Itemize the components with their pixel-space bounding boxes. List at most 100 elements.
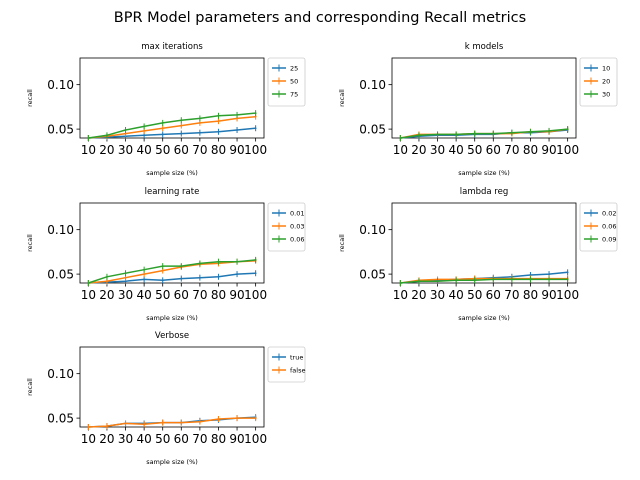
legend: 0.02 0.06 0.09: [579, 202, 618, 252]
legend-label: 50: [290, 78, 298, 86]
data-point: [198, 420, 201, 423]
data-point: [254, 127, 257, 130]
series-line: [88, 112, 256, 139]
x-tick-label: 50: [467, 143, 482, 157]
data-point: [236, 417, 238, 420]
data-point: [492, 132, 495, 135]
data-point: [143, 268, 146, 271]
x-tick-label: 60: [174, 143, 189, 157]
x-tick-label: 50: [155, 432, 170, 446]
data-point: [143, 129, 146, 132]
legend-label: false: [290, 367, 305, 375]
y-tick-label: 0.10: [47, 367, 74, 381]
x-tick-label: 70: [504, 288, 519, 302]
series-75: [87, 110, 257, 141]
y-axis-label: recall: [26, 89, 34, 107]
subplot-4: lambda reg 10 20 30 40 50 60 70 80 90 100 0.05 0.10 s…: [338, 187, 618, 322]
x-tick-label: 100: [244, 143, 267, 157]
legend-box: [579, 57, 618, 107]
subplot-title: max iterations: [141, 42, 203, 52]
x-tick-label: 100: [244, 288, 267, 302]
legend-label: 0.06: [602, 223, 616, 231]
data-point: [180, 132, 183, 135]
y-tick-label: 0.05: [47, 412, 74, 426]
x-tick-label: 40: [448, 288, 463, 302]
legend-box: [267, 346, 306, 383]
subplot-title: Verbose: [155, 331, 189, 341]
series-line: [88, 127, 256, 139]
series-line: [88, 260, 256, 284]
axes-frame: [391, 57, 577, 139]
series-line: [88, 259, 256, 284]
x-tick-label: 90: [229, 143, 244, 157]
data-point: [87, 426, 90, 428]
data-point: [106, 134, 108, 137]
data-point: [566, 128, 569, 131]
legend-label: 0.09: [602, 236, 616, 244]
x-tick-label: 20: [99, 143, 114, 157]
series-0.01: [87, 270, 257, 286]
x-tick-label: 60: [174, 288, 189, 302]
data-point: [143, 134, 146, 137]
data-point: [510, 278, 513, 281]
data-point: [455, 279, 458, 282]
data-point: [436, 280, 439, 283]
series-false: [87, 415, 257, 430]
data-point: [473, 279, 476, 282]
x-tick-label: 30: [118, 143, 133, 157]
data-point: [418, 134, 420, 137]
x-tick-label: 70: [192, 143, 207, 157]
data-point: [124, 129, 127, 131]
data-point: [254, 115, 257, 118]
subplot-title: lambda reg: [460, 187, 509, 197]
data-point: [143, 125, 146, 128]
data-point: [217, 114, 220, 117]
figure-title: BPR Model parameters and corresponding R…: [114, 10, 526, 26]
data-point: [436, 133, 439, 136]
data-point: [124, 132, 127, 135]
x-tick-label: 80: [523, 143, 538, 157]
legend: true false: [267, 346, 306, 383]
legend-label: 10: [602, 65, 610, 73]
data-point: [87, 137, 90, 139]
data-point: [455, 133, 458, 136]
x-tick-label: 60: [486, 143, 501, 157]
subplot-title: k models: [465, 42, 504, 52]
data-point: [566, 271, 569, 274]
x-tick-label: 60: [174, 432, 189, 446]
data-point: [180, 119, 183, 122]
data-point: [161, 421, 164, 424]
x-tick-label: 20: [411, 288, 426, 302]
y-tick-label: 0.10: [47, 223, 74, 237]
x-tick-label: 80: [211, 143, 226, 157]
x-tick-label: 20: [99, 288, 114, 302]
x-tick-label: 50: [155, 143, 170, 157]
legend-label: 25: [290, 65, 298, 73]
series-line: [400, 128, 568, 139]
series-line: [88, 417, 256, 428]
x-tick-label: 70: [504, 143, 519, 157]
legend-label: 30: [602, 91, 610, 99]
series-0.09: [399, 276, 569, 286]
data-point: [180, 124, 183, 127]
data-point: [161, 279, 164, 282]
y-tick-label: 0.05: [359, 123, 386, 137]
data-point: [124, 276, 127, 279]
data-point: [198, 117, 201, 120]
y-tick-label: 0.10: [359, 78, 386, 92]
y-axis-label: recall: [338, 234, 346, 252]
subplot-5: Verbose 10 20 30 40 50 60 70 80 90 100 0.05 0.10 samp…: [26, 331, 305, 466]
x-tick-label: 10: [81, 432, 96, 446]
y-tick-label: 0.05: [47, 268, 74, 282]
data-point: [198, 121, 201, 124]
x-axis-label: sample size (%): [458, 314, 510, 322]
series-30: [399, 126, 569, 141]
series-0.02: [399, 269, 569, 286]
legend-label: 75: [290, 91, 298, 99]
data-point: [143, 423, 146, 426]
x-tick-label: 40: [136, 432, 151, 446]
data-point: [473, 132, 476, 135]
x-axis-label: sample size (%): [458, 169, 510, 177]
